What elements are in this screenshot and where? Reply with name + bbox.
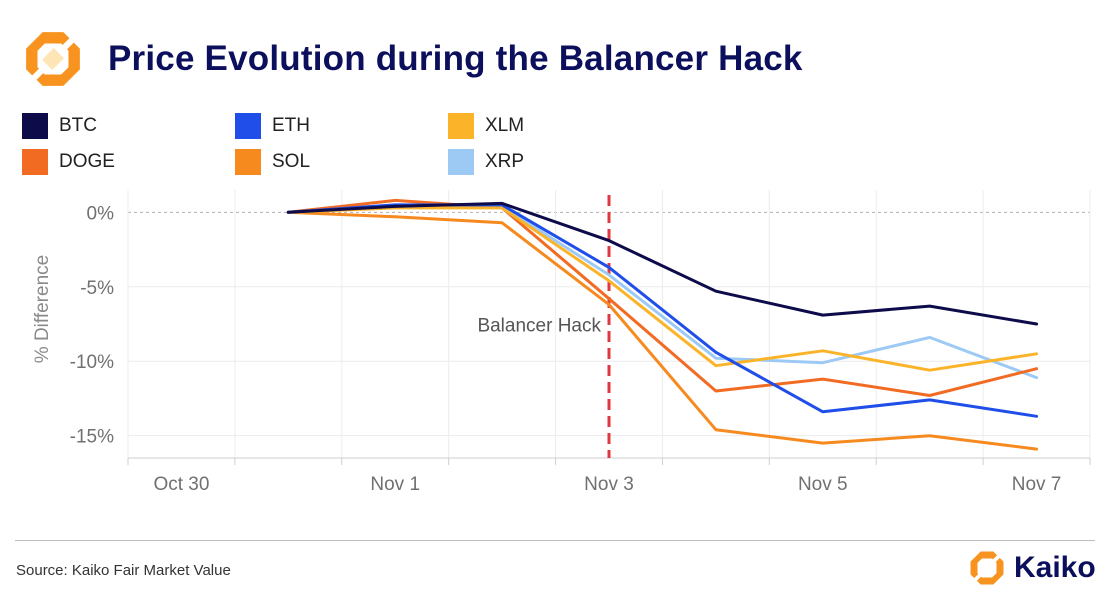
- event-annotation-label: Balancer Hack: [477, 315, 601, 336]
- legend-label: DOGE: [59, 151, 115, 172]
- kaiko-logo-icon: [970, 551, 1004, 585]
- y-tick-label: -15%: [70, 427, 114, 448]
- legend-item-eth: ETH: [235, 112, 448, 140]
- brand-name: Kaiko: [1014, 551, 1096, 584]
- legend-label: ETH: [272, 115, 310, 136]
- series-line-btc: [286, 201, 1039, 326]
- legend-label: XLM: [485, 115, 525, 136]
- legend-item-btc: BTC: [22, 112, 235, 140]
- legend-swatch: [22, 113, 48, 139]
- brand-logo: Kaiko: [968, 549, 1096, 587]
- page-title: Price Evolution during the Balancer Hack: [108, 39, 803, 78]
- legend-swatch: [235, 113, 261, 139]
- x-tick-label: Nov 7: [1012, 474, 1062, 495]
- line-chart: 0% -5% -10% -15% Oct 30 Nov 1 Nov 3 Nov 5 Nov 7%…: [32, 190, 1091, 495]
- x-tick-label: Nov 1: [370, 474, 420, 495]
- x-tick-label: Oct 30: [153, 474, 209, 495]
- series-line-sol: [286, 210, 1039, 451]
- y-tick-label: -5%: [80, 278, 114, 299]
- chart-legend: BTC ETH XLM DOGE SOL XRP: [22, 112, 582, 176]
- legend-swatch: [235, 149, 261, 175]
- header: Price Evolution during the Balancer Hack: [22, 28, 803, 90]
- source-note: Source: Kaiko Fair Market Value: [16, 562, 231, 579]
- series-line-xlm: [286, 206, 1039, 372]
- legend-item-doge: DOGE: [22, 148, 235, 176]
- y-tick-label: -10%: [70, 352, 114, 373]
- legend-swatch: [22, 149, 48, 175]
- y-axis-label: % Difference: [32, 255, 53, 363]
- legend-label: SOL: [272, 151, 311, 172]
- legend-item-sol: SOL: [235, 148, 448, 176]
- legend-label: BTC: [59, 115, 97, 136]
- legend-swatch: [448, 149, 474, 175]
- legend-label: XRP: [485, 151, 525, 172]
- x-tick-label: Nov 5: [798, 474, 848, 495]
- series-line-doge: [286, 198, 1039, 397]
- footer-divider: [15, 540, 1095, 541]
- y-tick-label: 0%: [87, 203, 115, 224]
- legend-item-xlm: XLM: [448, 112, 661, 140]
- legend-item-xrp: XRP: [448, 148, 661, 176]
- x-tick-label: Nov 3: [584, 474, 634, 495]
- legend-swatch: [448, 113, 474, 139]
- kaiko-logo-icon: [26, 32, 80, 86]
